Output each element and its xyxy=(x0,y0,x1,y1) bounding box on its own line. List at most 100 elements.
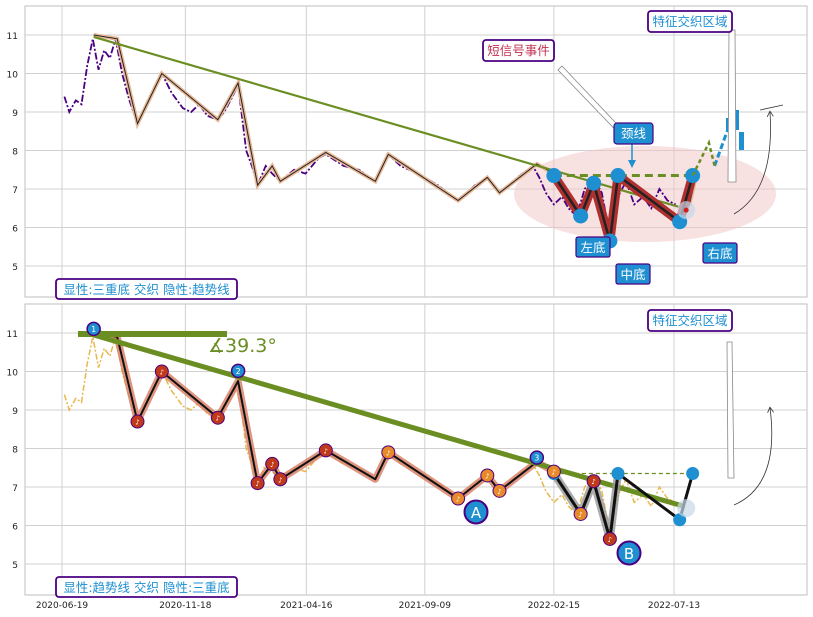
y-tick-label: 8 xyxy=(12,446,18,456)
zigzag-marker xyxy=(318,443,333,458)
zigzag-marker xyxy=(586,474,601,489)
feature-area-pointer-top xyxy=(727,29,737,183)
zigzag-marker-glyph: ♪ xyxy=(578,511,582,519)
pattern-point xyxy=(573,208,589,224)
bottom-grid xyxy=(25,304,807,595)
y-tick-label: 6 xyxy=(12,225,18,235)
forecast-arc xyxy=(733,112,771,215)
forecast-arc xyxy=(733,408,772,506)
pattern-point xyxy=(611,467,625,481)
zigzag-marker-glyph: ♪ xyxy=(324,447,328,455)
y-tick-label: 10 xyxy=(7,369,19,379)
bottom-legend-box: 显性:趋势线 交织 隐性:三重底 xyxy=(55,576,238,598)
zigzag-marker-glyph: ♪ xyxy=(591,478,595,486)
neckline-pointer-head xyxy=(628,160,636,168)
y-tick-label: 7 xyxy=(12,484,18,494)
zigzag-marker-glyph: ♪ xyxy=(278,476,282,484)
pattern-point xyxy=(546,168,562,184)
bottom-y-tick-labels: 5 6 7 8 9 10 11 xyxy=(7,330,19,571)
trend-touch-point xyxy=(529,450,545,465)
trend-line xyxy=(93,35,685,210)
trend-touch-points: 1 2 3 xyxy=(86,321,545,465)
price-line xyxy=(63,38,676,236)
top-y-tick-labels: 5 6 7 8 9 10 11 xyxy=(7,32,19,273)
point-b-marker: B xyxy=(616,540,642,566)
zigzag-marker-glyph: ♪ xyxy=(386,449,390,457)
zigzag-marker-glyph: ♪ xyxy=(160,369,164,377)
zigzag-marker xyxy=(546,464,561,479)
forecast-tail xyxy=(759,104,784,111)
bottom-legend-text: 显性:趋势线 交织 隐性:三重底 xyxy=(63,580,229,595)
neckline-label-box: 颈线 xyxy=(613,122,654,145)
pattern-point xyxy=(586,175,602,191)
trend-touch-point xyxy=(230,363,246,379)
pattern-point xyxy=(610,168,626,184)
x-tick-label: 2021-04-16 xyxy=(280,601,333,611)
zigzag-marker xyxy=(480,468,495,483)
zigzag-marker-glyph: ♪ xyxy=(497,488,501,496)
feature-area-pointer-bottom xyxy=(726,341,735,479)
y-tick-label: 9 xyxy=(12,407,18,417)
top-panel: 5 6 7 8 9 10 11 短信号事件 颈线 左底 xyxy=(7,5,808,300)
x-tick-label: 2022-07-13 xyxy=(648,601,700,611)
zigzag-marker xyxy=(265,456,280,471)
pattern-point xyxy=(686,467,700,481)
zigzag-markers: ♪ ♪ ♪ ♪ ♪ ♪ ♪ ♪ ♪ ♪ ♪ ♪ ♪ ♪ ♪ xyxy=(130,364,617,546)
point-b-label: B xyxy=(624,545,634,563)
y-tick-label: 10 xyxy=(7,71,19,81)
point-a-label: A xyxy=(471,504,482,522)
x-tick-labels: 2020-06-19 2020-11-18 2021-04-16 2021-09-09… xyxy=(36,601,700,611)
y-tick-label: 6 xyxy=(12,523,18,533)
zigzag-marker xyxy=(273,472,288,487)
feature-area-label-box-bottom: 特征交织区域 xyxy=(647,309,733,332)
pattern-point xyxy=(685,168,701,184)
zigzag-marker-glyph: ♪ xyxy=(135,419,139,427)
feature-area-label-bottom: 特征交织区域 xyxy=(652,313,727,328)
y-tick-label: 7 xyxy=(12,186,18,196)
top-legend-box: 显性:三重底 交织 隐性:趋势线 xyxy=(55,278,238,300)
zigzag-marker-glyph: ♪ xyxy=(608,536,612,544)
middle-bottom-label: 中底 xyxy=(620,267,645,282)
point-a-marker: A xyxy=(463,499,489,525)
x-tick-label: 2022-02-15 xyxy=(528,601,580,611)
top-legend-text: 显性:三重底 交织 隐性:趋势线 xyxy=(63,282,230,297)
zigzag-marker xyxy=(210,410,225,425)
zigzag-marker xyxy=(154,364,169,379)
zigzag-marker xyxy=(492,483,507,498)
zigzag-marker-glyph: ♪ xyxy=(485,472,489,480)
zigzag-marker-glyph: ♪ xyxy=(255,480,259,488)
y-tick-label: 8 xyxy=(12,148,18,158)
trend-line xyxy=(92,332,685,509)
zigzag-marker xyxy=(602,531,617,546)
y-tick-label: 5 xyxy=(12,561,18,571)
left-bottom-label: 左底 xyxy=(580,240,605,255)
right-bottom-label-box: 右底 xyxy=(702,242,738,264)
zigzag-marker xyxy=(573,506,588,521)
x-tick-label: 2020-11-18 xyxy=(159,601,212,611)
bottom-panel: 5 6 7 8 9 10 11 2020-06-19 2020-11-18 2021-04-16… xyxy=(7,303,808,611)
zigzag-marker-glyph: ♪ xyxy=(216,415,220,423)
short-signal-label: 短信号事件 xyxy=(487,43,550,58)
x-tick-label: 2020-06-19 xyxy=(36,601,89,611)
short-signal-label-box: 短信号事件 xyxy=(482,39,555,62)
zigzag-marker-glyph: ♪ xyxy=(552,469,556,477)
zigzag-marker xyxy=(381,445,396,460)
right-bottom-label: 右底 xyxy=(707,246,732,261)
zigzag-marker xyxy=(451,491,466,506)
forecast-marker-3 xyxy=(739,132,744,150)
forecast-line-secondary xyxy=(691,139,716,177)
x-tick-label: 2021-09-09 xyxy=(399,601,452,611)
forecast-marker-1 xyxy=(734,110,739,130)
middle-bottom-label-box: 中底 xyxy=(615,263,651,285)
top-grid xyxy=(25,6,807,297)
left-bottom-label-box: 左底 xyxy=(575,236,611,258)
trend-touch-point-label: 2 xyxy=(236,367,241,376)
zigzag-marker xyxy=(250,476,265,491)
feature-area-label-top: 特征交织区域 xyxy=(652,14,727,29)
y-tick-label: 11 xyxy=(7,330,18,340)
trend-touch-point-label: 3 xyxy=(534,454,539,463)
forecast-origin-halo xyxy=(677,499,696,518)
angle-label: ∡39.3° xyxy=(208,335,277,357)
neckline-label: 颈线 xyxy=(621,126,647,141)
